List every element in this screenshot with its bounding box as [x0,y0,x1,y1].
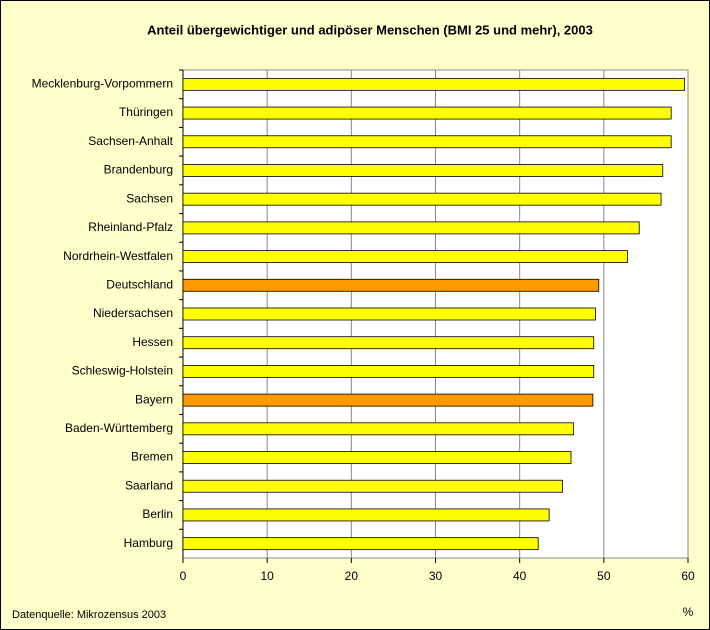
y-tick-label: Bayern [135,392,173,406]
x-tick-label: 20 [345,569,359,583]
bar [182,422,574,436]
bar [182,221,640,235]
y-tick-label: Mecklenburg-Vorpommern [32,77,173,91]
bar [182,307,596,321]
y-tick-label: Baden-Württemberg [65,421,173,435]
x-tick-label: 50 [597,569,611,583]
chart-title: Anteil übergewichtiger und adipöser Mens… [147,22,593,37]
bar [182,135,672,149]
y-tick-label: Thüringen [119,105,173,119]
y-tick-label: Hamburg [124,536,173,550]
bar [182,336,595,350]
bar [182,479,563,493]
bar [182,106,672,120]
x-tick-label: 10 [260,569,274,583]
y-tick-label: Niedersachsen [93,306,173,320]
bar [182,192,662,206]
y-tick-label: Schleswig-Holstein [72,364,173,378]
bar [182,451,572,464]
x-tick-label: 30 [429,569,443,583]
y-tick-label: Sachsen [126,191,173,205]
y-tick-label: Saarland [125,478,173,492]
y-tick-label: Rheinland-Pfalz [88,220,173,234]
bar [182,164,664,177]
bar [182,508,550,522]
y-tick-label: Sachsen-Anhalt [88,134,173,148]
bar [182,537,539,551]
bar [182,250,628,263]
y-tick-label: Nordrhein-Westfalen [63,249,173,263]
x-tick-label: 60 [681,569,695,583]
x-tick-label: 40 [513,569,527,583]
y-tick-label: Bremen [131,450,173,464]
bar [182,365,595,378]
bar [182,77,686,91]
y-tick-label: Hessen [132,335,173,349]
source: Datenquelle: Mikrozensus 2003 [12,609,166,621]
y-tick-label: Brandenburg [104,163,173,177]
y-tick-label: Berlin [142,507,173,521]
bar [182,393,594,407]
bar [182,278,600,292]
x-axis-label: % [683,605,694,619]
y-tick-label: Deutschland [106,277,173,291]
x-tick-label: 0 [180,569,187,583]
